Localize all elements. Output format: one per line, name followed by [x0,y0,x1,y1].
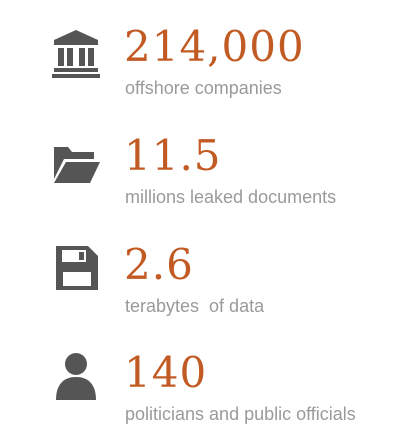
stat-label: offshore companies [125,78,282,98]
stat-leaked-documents: 11.5 millions leaked documents [0,131,416,231]
folder-open-icon [50,137,102,189]
stat-value: 11.5 [124,131,222,180]
stat-label: millions leaked documents [125,187,337,207]
stat-label: terabytes of data [125,296,265,316]
stat-value: 2.6 [124,240,194,289]
floppy-disk-icon [50,242,102,294]
stat-offshore-companies: 214,000 offshore companies [0,22,416,122]
stat-value: 214,000 [124,22,305,71]
stat-label: politicians and public officials [125,404,356,424]
bank-icon [50,28,102,80]
stat-value: 140 [124,348,208,397]
person-icon [50,350,102,402]
stat-terabytes: 2.6 terabytes of data [0,240,416,340]
stat-politicians: 140 politicians and public officials [0,348,416,448]
